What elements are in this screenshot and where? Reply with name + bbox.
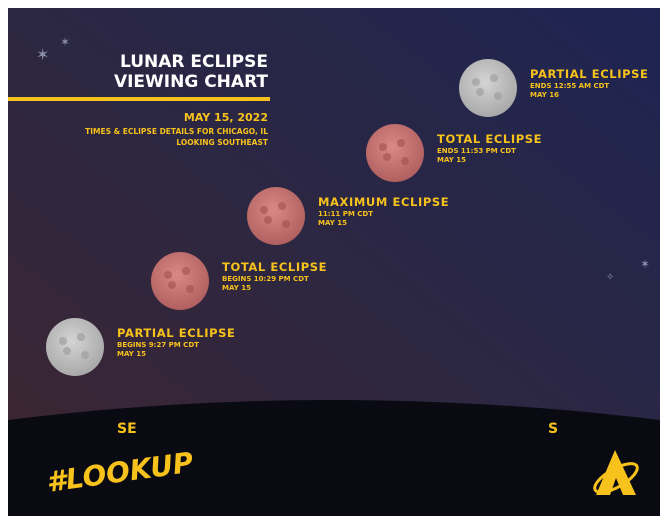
crater (264, 216, 272, 224)
crater (397, 139, 405, 147)
phase-name: TOTAL ECLIPSE (222, 260, 327, 274)
title: LUNAR ECLIPSE (120, 52, 268, 72)
phase-time: BEGINS 10:29 PM CDT (222, 275, 309, 283)
title-rule (8, 97, 270, 101)
title: VIEWING CHART (114, 72, 268, 92)
crater (182, 267, 190, 275)
crater (494, 92, 502, 100)
phase-date: MAY 15 (437, 156, 466, 164)
moon (247, 187, 305, 245)
moon (46, 318, 104, 376)
moon (366, 124, 424, 182)
phase-name: MAXIMUM ECLIPSE (318, 195, 449, 209)
phase-date: MAY 15 (117, 350, 146, 358)
crater (81, 351, 89, 359)
moon (151, 252, 209, 310)
date: MAY 15, 2022 (184, 111, 268, 124)
phase-time: ENDS 11:53 PM CDT (437, 147, 516, 155)
svg-text:✶: ✶ (60, 35, 70, 49)
crater (472, 78, 480, 86)
phase-date: MAY 15 (318, 219, 347, 227)
crater (63, 347, 71, 355)
crater (77, 333, 85, 341)
crater (282, 220, 290, 228)
direction: S (548, 421, 558, 437)
details: TIMES & ECLIPSE DETAILS FOR CHICAGO, IL (85, 127, 268, 136)
phase-date: MAY 16 (530, 91, 559, 99)
svg-text:✶: ✶ (36, 45, 49, 64)
svg-text:✶: ✶ (640, 257, 650, 271)
infographic: ✶ ✶ ✶ ✧ LUNAR ECLIPSE VIEWING CHART MAY 15… (0, 0, 660, 525)
crater (260, 206, 268, 214)
svg-text:✧: ✧ (606, 272, 614, 283)
crater (490, 74, 498, 82)
crater (168, 281, 176, 289)
phase-name: TOTAL ECLIPSE (437, 132, 542, 146)
direction: SE (117, 421, 137, 437)
phase-name: PARTIAL ECLIPSE (530, 67, 648, 81)
details: LOOKING SOUTHEAST (176, 138, 268, 147)
crater (186, 285, 194, 293)
phase-time: 11:11 PM CDT (318, 210, 373, 218)
crater (383, 153, 391, 161)
crater (379, 143, 387, 151)
crater (164, 271, 172, 279)
crater (401, 157, 409, 165)
moon (459, 59, 517, 117)
phase-time: BEGINS 9:27 PM CDT (117, 341, 199, 349)
page: {"header": {"title": ["LUNAR ECLIPSE", "… (0, 0, 660, 525)
crater (278, 202, 286, 210)
phase-date: MAY 15 (222, 284, 251, 292)
crater (59, 337, 67, 345)
crater (476, 88, 484, 96)
phase-name: PARTIAL ECLIPSE (117, 326, 235, 340)
phase-time: ENDS 12:55 AM CDT (530, 82, 609, 90)
